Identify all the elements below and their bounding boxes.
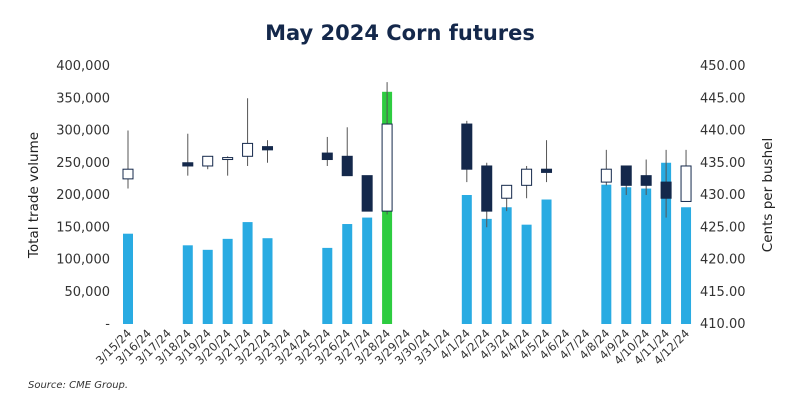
y2-tick-label: 445.00 <box>700 91 746 106</box>
candle-body-up <box>122 168 134 180</box>
volume-bar <box>242 222 253 324</box>
volume-bar <box>681 207 692 324</box>
candle-body-down <box>640 175 652 186</box>
candlestick <box>222 156 234 176</box>
volume-bar <box>222 238 233 324</box>
volume-bar <box>202 249 213 324</box>
volume-bars <box>123 91 692 324</box>
y2-tick-label: 410.00 <box>700 317 746 332</box>
y-tick-label: 400,000 <box>56 59 110 74</box>
volume-bar <box>541 199 552 324</box>
candle-body-down <box>461 123 473 170</box>
candle-body-up <box>501 184 513 199</box>
source-note: Source: CME Group. <box>28 380 128 391</box>
volume-bar <box>123 233 133 324</box>
candlestick <box>620 165 632 195</box>
volume-bar <box>641 188 652 324</box>
candlestick <box>242 98 254 166</box>
y2-axis-label: Cents per bushel <box>760 138 776 252</box>
volume-bar <box>182 245 193 324</box>
volume-bar <box>601 184 612 324</box>
volume-bar <box>322 247 333 324</box>
volume-bar <box>621 187 632 324</box>
volume-bar <box>501 207 512 324</box>
candlestick <box>541 140 553 183</box>
candle-body-down <box>361 175 373 212</box>
y-tick-label: - <box>105 317 110 332</box>
y-tick-label: 300,000 <box>56 124 110 139</box>
right-axis-ticks: 410.00 415.00 420.00 425.00 430.00 435.00 440.… <box>700 59 746 332</box>
candlestick <box>202 155 214 170</box>
y-tick-label: 350,000 <box>56 91 110 106</box>
y2-tick-label: 450.00 <box>700 59 746 74</box>
candlestick <box>680 149 692 202</box>
y2-tick-label: 440.00 <box>700 124 746 139</box>
volume-bar <box>461 195 472 324</box>
candle-body-up <box>600 168 612 183</box>
candle-body-up <box>202 155 214 167</box>
price-candles <box>122 82 692 228</box>
y-tick-label: 150,000 <box>56 220 110 235</box>
y2-tick-label: 420.00 <box>700 253 746 268</box>
y-tick-label: 200,000 <box>56 188 110 203</box>
candlestick <box>341 127 353 177</box>
candlestick <box>182 133 194 176</box>
y2-tick-label: 415.00 <box>700 285 746 300</box>
candlestick <box>501 184 513 212</box>
y2-tick-label: 425.00 <box>700 220 746 235</box>
candle-body-down <box>660 181 672 199</box>
candlestick <box>521 165 533 199</box>
candle-body-down <box>341 155 353 177</box>
volume-bar <box>362 217 373 324</box>
candle-body-down <box>541 168 553 173</box>
y-axis-label: Total trade volume <box>26 132 42 259</box>
y2-tick-label: 430.00 <box>700 188 746 203</box>
y-tick-label: 100,000 <box>56 253 110 268</box>
candlestick <box>640 159 652 195</box>
candlestick <box>262 140 274 163</box>
y2-tick-label: 435.00 <box>700 156 746 171</box>
candlestick <box>361 175 373 212</box>
candle-body-up <box>381 123 393 212</box>
volume-bar <box>521 224 532 324</box>
y-tick-label: 250,000 <box>56 156 110 171</box>
candlestick <box>481 162 493 228</box>
candle-body-up <box>242 142 254 157</box>
candlestick <box>321 136 333 166</box>
candle-body-up <box>680 165 692 202</box>
candle-body-down <box>620 165 632 186</box>
left-axis-ticks: - 50,000 100,000 150,000 200,000 250,000 300,0… <box>56 59 110 332</box>
candle-body-up <box>222 157 234 161</box>
candle-body-up <box>521 168 533 186</box>
candlestick <box>381 82 393 215</box>
chart-title: May 2024 Corn futures <box>265 21 535 45</box>
x-axis-ticks: 3/15/243/16/243/17/243/18/243/19/243/20/… <box>93 326 692 367</box>
volume-bar <box>661 162 672 324</box>
candlestick <box>600 149 612 186</box>
candle-body-down <box>182 162 194 167</box>
candle-body-down <box>321 152 333 161</box>
candlestick <box>660 149 672 218</box>
candle-body-down <box>262 146 274 151</box>
y-tick-label: 50,000 <box>65 285 111 300</box>
candlestick <box>122 130 134 189</box>
candlestick <box>461 120 473 183</box>
volume-bar <box>262 238 273 324</box>
volume-bar <box>481 218 492 324</box>
candle-body-down <box>481 165 493 212</box>
volume-bar <box>342 224 353 324</box>
